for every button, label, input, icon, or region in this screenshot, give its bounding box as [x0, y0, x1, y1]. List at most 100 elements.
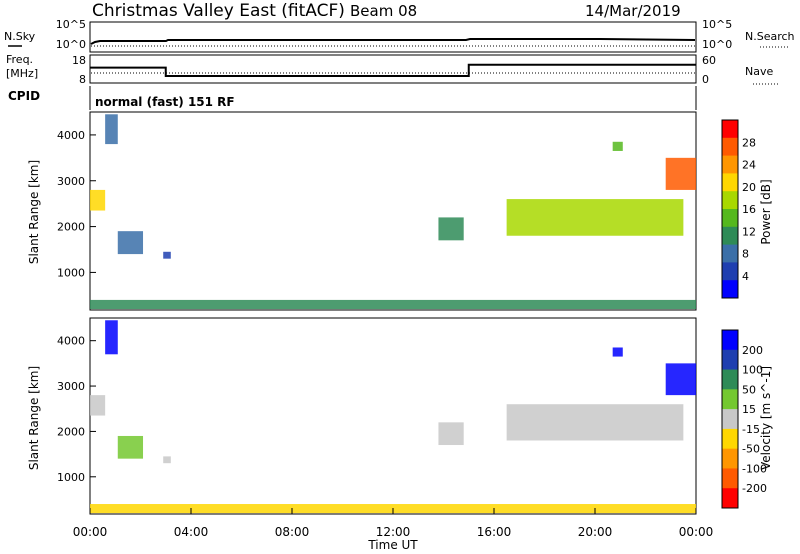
time-tick-label: 00:00 — [73, 525, 108, 539]
nsearch-label: N.Search — [745, 30, 795, 43]
velocity-ytick-label: 2000 — [57, 425, 85, 438]
power-colorbar-swatch — [722, 244, 738, 263]
frequency-panel: Freq. [MHz] 18 8 60 0 Nave — [6, 53, 778, 86]
velocity-colorbar-tick: -50 — [742, 443, 760, 456]
date-label: 14/Mar/2019 — [585, 2, 681, 20]
velocity-region-0 — [90, 395, 106, 416]
cpid-mode: normal (fast) 151 RF — [95, 95, 235, 109]
velocity-colorbar-tick: 100 — [742, 364, 763, 377]
power-ytick-label: 1000 — [57, 266, 85, 279]
freq-label-line2: [MHz] — [6, 67, 38, 80]
time-tick-label: 04:00 — [174, 525, 209, 539]
station-title: Christmas Valley East (fitACF) — [92, 1, 345, 21]
power-region-5 — [506, 199, 684, 236]
time-axis-label: Time UT — [367, 538, 418, 552]
power-colorbar-swatch — [722, 137, 738, 157]
nsearch-tick-low: 10^0 — [702, 38, 732, 51]
power-region-1 — [105, 114, 118, 145]
power-region-6 — [612, 141, 623, 151]
power-colorbar-swatch — [722, 173, 738, 192]
velocity-region-2 — [117, 435, 144, 459]
power-colorbar-swatch — [722, 280, 738, 299]
noise-sky-line — [90, 38, 696, 45]
nsky-tick-low: 10^0 — [56, 38, 86, 51]
time-tick-label: 00:00 — [679, 525, 714, 539]
time-tick-label: 08:00 — [275, 525, 310, 539]
power-colorbar-tick: 8 — [742, 248, 749, 261]
power-region-0 — [90, 189, 106, 211]
power-colorbar-tick: 28 — [742, 136, 756, 149]
velocity-colorbar-tick: -15 — [742, 423, 760, 436]
nave-label: Nave — [745, 65, 773, 78]
velocity-colorbar-swatch — [722, 448, 738, 469]
noise-panel: N.Sky 10^5 10^0 10^5 10^0 N.Search — [4, 18, 795, 53]
power-colorbar-swatch — [722, 191, 738, 210]
velocity-region-3 — [163, 456, 171, 464]
power-colorbar-tick: 4 — [742, 270, 749, 283]
velocity-colorbar-swatch — [722, 468, 738, 489]
velocity-colorbar-swatch — [722, 330, 738, 351]
power-region-2 — [117, 231, 144, 255]
velocity-region-5 — [506, 404, 684, 441]
cpid-label: CPID — [8, 89, 40, 103]
power-colorbar-swatch — [722, 262, 738, 281]
nsky-label: N.Sky — [4, 30, 36, 43]
velocity-ylabel: Slant Range [km] — [27, 366, 41, 470]
velocity-colorbar-tick: -200 — [742, 482, 767, 495]
nave-tick-low: 0 — [702, 73, 709, 86]
power-panel: 4000 3000 2000 1000 Slant Range [km] 28 24 20… — [27, 111, 773, 311]
velocity-panel: 4000 3000 2000 1000 Slant Range [km] 200 100… — [27, 317, 773, 515]
power-region-7 — [665, 157, 696, 190]
freq-label-line1: Freq. — [6, 53, 33, 66]
velocity-colorbar-label: Velocity [m s^-1] — [759, 366, 773, 470]
power-ytick-label: 3000 — [57, 175, 85, 188]
velocity-ytick-label: 3000 — [57, 380, 85, 393]
power-ytick-label: 2000 — [57, 221, 85, 234]
velocity-region-4 — [438, 422, 464, 446]
power-colorbar-tick: 20 — [742, 181, 756, 194]
velocity-region-7 — [665, 363, 696, 396]
nsky-tick-high: 10^5 — [56, 18, 86, 31]
power-region-4 — [438, 217, 464, 241]
velocity-colorbar-swatch — [722, 349, 738, 371]
frequency-line — [90, 63, 696, 77]
power-yticks: 4000 3000 2000 1000 — [57, 129, 96, 279]
power-colorbar-swatch — [722, 209, 738, 228]
power-ytick-label: 4000 — [57, 129, 85, 142]
velocity-region-1 — [105, 320, 118, 355]
velocity-yticks: 4000 3000 2000 1000 — [57, 335, 96, 484]
nsearch-tick-high: 10^5 — [702, 18, 732, 31]
velocity-colorbar-swatch — [722, 389, 738, 410]
velocity-colorbar-swatch — [722, 409, 738, 430]
power-colorbar-swatch — [722, 155, 738, 174]
power-region-3 — [163, 251, 171, 259]
power-colorbar-swatch — [722, 120, 738, 139]
power-region-8 — [90, 299, 696, 310]
velocity-colorbar-tick: -100 — [742, 462, 767, 475]
freq-tick-low: 8 — [79, 73, 86, 86]
velocity-colorbar-tick: 200 — [742, 344, 763, 357]
power-cells — [90, 114, 696, 310]
beam-label: Beam 08 — [350, 2, 417, 20]
velocity-ytick-label: 1000 — [57, 471, 85, 484]
nave-tick-high: 60 — [702, 54, 716, 67]
time-tick-label: 20:00 — [578, 525, 613, 539]
power-colorbar: 28 24 20 16 12 8 4 — [721, 119, 756, 299]
time-axis: 00:00 04:00 08:00 12:00 16:00 20:00 00:00 — [73, 508, 714, 539]
velocity-ytick-label: 4000 — [57, 335, 85, 348]
power-colorbar-tick: 16 — [742, 203, 756, 216]
power-ylabel: Slant Range [km] — [27, 160, 41, 264]
velocity-colorbar-swatch — [722, 488, 738, 509]
power-colorbar-swatch — [722, 226, 738, 246]
velocity-colorbar-tick: 50 — [742, 383, 756, 396]
velocity-colorbar-swatch — [722, 428, 738, 450]
power-colorbar-label: Power [dB] — [759, 179, 773, 244]
freq-tick-high: 18 — [72, 54, 86, 67]
time-tick-label: 16:00 — [477, 525, 512, 539]
power-colorbar-tick: 12 — [742, 225, 756, 238]
velocity-colorbar: 200 100 50 15 -15 -50 -100 -200 — [721, 329, 767, 509]
time-tick-label: 12:00 — [376, 525, 411, 539]
velocity-region-6 — [612, 347, 623, 357]
velocity-colorbar-swatch — [722, 369, 738, 390]
